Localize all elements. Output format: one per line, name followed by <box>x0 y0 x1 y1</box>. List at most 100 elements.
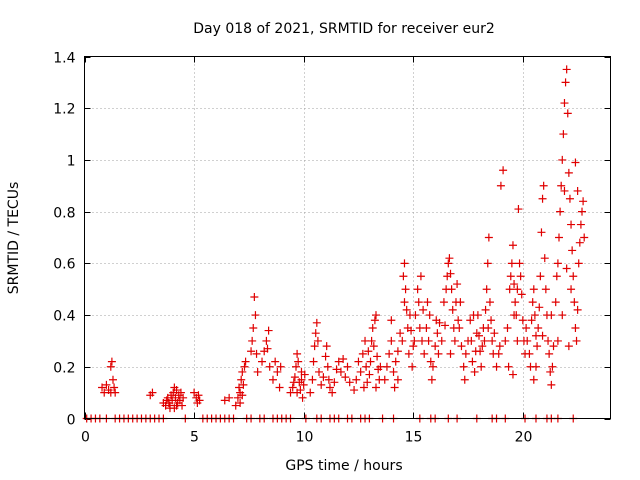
data-point <box>371 311 380 320</box>
data-point <box>413 285 422 294</box>
data-point <box>570 298 579 307</box>
data-point <box>448 305 457 314</box>
y-tick-label: 0.6 <box>53 257 75 273</box>
data-point <box>263 344 272 353</box>
data-point <box>529 285 538 294</box>
data-point <box>546 367 555 376</box>
data-point <box>516 272 525 281</box>
data-point <box>422 324 431 332</box>
data-point <box>572 336 581 345</box>
data-point <box>578 207 587 216</box>
data-point <box>561 78 570 87</box>
data-point <box>547 311 556 320</box>
data-point <box>564 342 573 351</box>
data-point <box>293 388 302 397</box>
data-point <box>483 259 492 268</box>
data-point <box>236 398 245 407</box>
data-point <box>538 194 547 203</box>
data-point <box>330 378 339 387</box>
data-point <box>568 246 577 255</box>
data-point <box>553 336 562 345</box>
data-point <box>262 336 271 345</box>
data-point <box>393 347 402 356</box>
data-point <box>490 329 499 338</box>
data-point <box>148 388 157 397</box>
data-point <box>268 375 277 384</box>
data-point <box>325 383 334 392</box>
data-point <box>309 357 318 366</box>
data-point <box>540 254 549 263</box>
data-point <box>165 404 174 413</box>
data-point <box>569 272 578 281</box>
data-point <box>456 298 465 307</box>
data-point <box>544 336 553 345</box>
data-point <box>369 342 378 351</box>
data-point <box>513 285 522 294</box>
data-point <box>571 324 580 332</box>
data-point <box>400 259 409 268</box>
data-point <box>194 391 203 400</box>
x-tick-label: 0 <box>81 430 90 446</box>
data-point <box>179 393 188 402</box>
data-point <box>559 130 568 139</box>
data-point <box>437 336 446 345</box>
data-point <box>523 336 532 345</box>
data-point <box>102 380 111 389</box>
data-point <box>298 393 307 402</box>
data-point <box>239 380 248 389</box>
data-point <box>552 272 561 281</box>
data-point <box>240 362 249 371</box>
plot-frame <box>84 56 611 419</box>
data-point <box>411 311 420 320</box>
y-tick-label: 1.2 <box>53 102 75 118</box>
data-point <box>459 362 468 371</box>
data-point <box>506 272 515 281</box>
data-point <box>382 362 391 371</box>
data-point <box>539 181 548 190</box>
data-point <box>410 336 419 345</box>
data-point <box>441 321 450 330</box>
data-point <box>273 367 282 376</box>
data-point <box>426 357 435 366</box>
data-point <box>264 326 273 335</box>
data-point <box>409 342 418 351</box>
data-point <box>419 305 428 314</box>
data-point <box>363 378 372 387</box>
data-point <box>328 388 337 397</box>
data-point <box>545 349 554 358</box>
data-point <box>387 336 396 345</box>
data-point <box>533 342 542 351</box>
data-point <box>508 370 517 379</box>
data-point <box>481 305 490 314</box>
data-point <box>352 375 361 384</box>
data-point <box>324 375 333 384</box>
data-point <box>391 357 400 366</box>
data-point <box>332 365 341 374</box>
data-point <box>513 336 522 345</box>
data-point <box>432 316 441 325</box>
data-point <box>306 388 315 397</box>
y-tick-label: 0.4 <box>53 309 75 325</box>
data-point <box>310 342 319 351</box>
data-point <box>445 254 454 263</box>
data-point <box>515 259 524 268</box>
data-point <box>367 336 376 345</box>
data-point <box>322 342 331 351</box>
data-point <box>527 316 536 325</box>
data-point <box>504 362 513 371</box>
data-point <box>446 349 455 358</box>
data-point <box>530 311 539 320</box>
data-point <box>574 259 583 268</box>
data-point <box>172 401 181 410</box>
data-point <box>562 264 571 273</box>
data-point <box>238 391 247 400</box>
data-point <box>457 342 466 351</box>
data-point <box>385 349 394 358</box>
data-point <box>556 207 565 216</box>
data-point <box>312 318 321 327</box>
data-point <box>365 370 374 379</box>
data-point <box>247 347 256 356</box>
data-point <box>364 347 373 356</box>
grid-lines <box>84 56 611 419</box>
data-point <box>427 375 436 384</box>
